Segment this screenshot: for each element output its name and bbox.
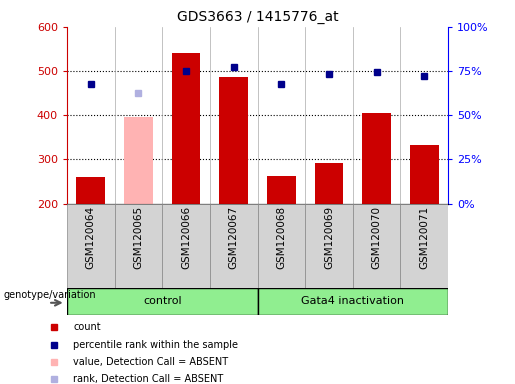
Text: count: count	[73, 322, 101, 332]
Bar	[210, 204, 258, 288]
Text: rank, Detection Call = ABSENT: rank, Detection Call = ABSENT	[73, 374, 224, 384]
Bar	[258, 204, 305, 288]
Title: GDS3663 / 1415776_at: GDS3663 / 1415776_at	[177, 10, 338, 25]
Bar	[114, 204, 162, 288]
Bar	[162, 204, 210, 288]
Bar	[401, 204, 448, 288]
Bar	[171, 53, 200, 204]
Text: GSM120068: GSM120068	[277, 206, 286, 269]
Bar	[363, 113, 391, 204]
Text: percentile rank within the sample: percentile rank within the sample	[73, 339, 238, 349]
Bar	[315, 163, 343, 204]
Bar	[267, 176, 296, 204]
Text: genotype/variation: genotype/variation	[3, 290, 96, 300]
Text: value, Detection Call = ABSENT: value, Detection Call = ABSENT	[73, 357, 228, 367]
Bar	[353, 204, 401, 288]
Bar	[219, 77, 248, 204]
Text: control: control	[143, 296, 182, 306]
Bar	[258, 288, 448, 315]
Text: GSM120064: GSM120064	[86, 206, 96, 269]
Text: GSM120065: GSM120065	[133, 206, 143, 269]
Bar	[67, 288, 258, 315]
Bar	[305, 204, 353, 288]
Text: GSM120066: GSM120066	[181, 206, 191, 269]
Bar	[124, 118, 153, 204]
Text: Gata4 inactivation: Gata4 inactivation	[301, 296, 404, 306]
Text: GSM120069: GSM120069	[324, 206, 334, 269]
Text: GSM120070: GSM120070	[372, 206, 382, 269]
Text: GSM120067: GSM120067	[229, 206, 238, 269]
Bar	[76, 177, 105, 204]
Bar	[410, 145, 439, 204]
Text: GSM120071: GSM120071	[419, 206, 429, 269]
Bar	[67, 204, 115, 288]
